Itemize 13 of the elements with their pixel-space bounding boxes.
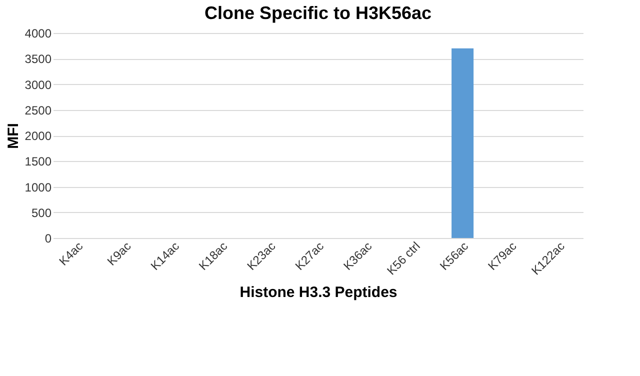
y-tick-label: 1000 — [24, 180, 52, 194]
y-tick-label: 4000 — [24, 26, 52, 40]
y-axis-title: MFI — [4, 123, 22, 149]
x-tick-label: K56 ctrl — [384, 239, 423, 278]
x-axis-title: Histone H3.3 Peptides — [240, 284, 398, 302]
y-tick-label: 500 — [31, 206, 52, 220]
y-tick-label: 2500 — [24, 103, 52, 118]
chart-title: Clone Specific to H3K56ac — [204, 3, 432, 23]
y-tick-label: 2000 — [24, 129, 52, 143]
y-tick-label: 1500 — [24, 154, 52, 169]
y-tick-label: 3000 — [24, 78, 52, 92]
y-tick-label: 0 — [44, 232, 52, 246]
y-tick-label: 3500 — [24, 52, 52, 66]
